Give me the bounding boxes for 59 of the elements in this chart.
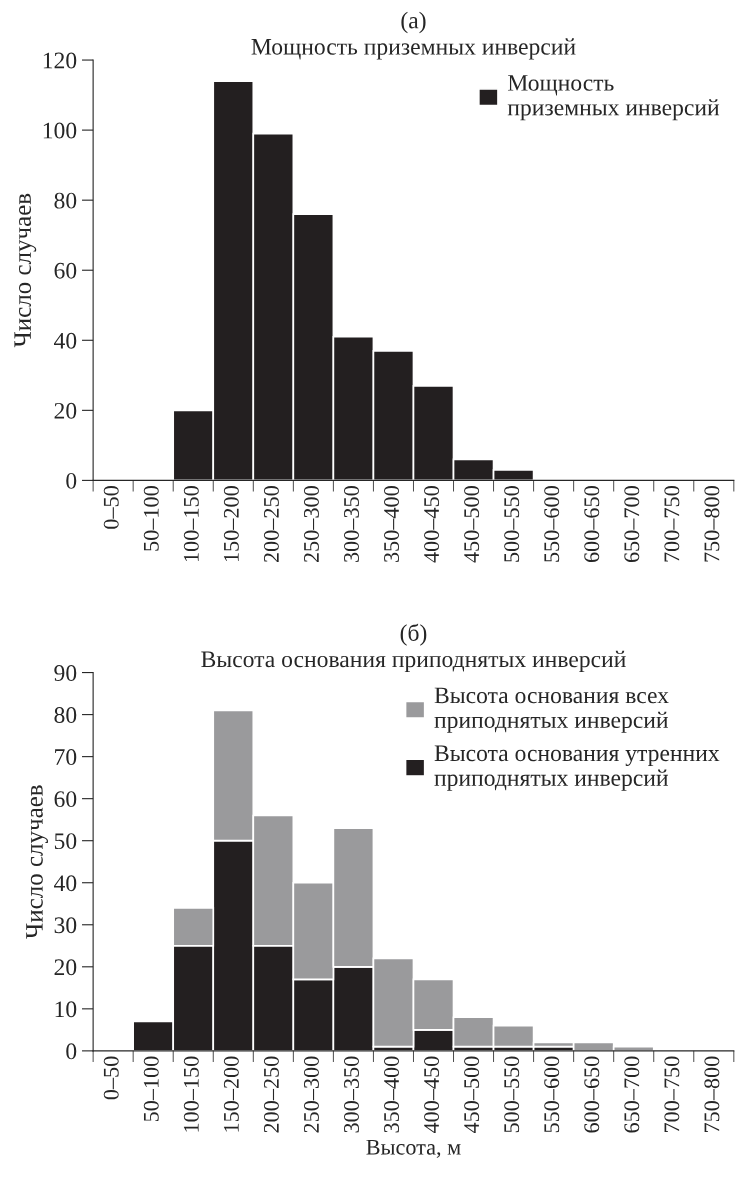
x-tick-label: 650–700 xyxy=(624,486,640,563)
y-tick-label: 20 xyxy=(54,959,77,976)
y-tick-label: 50 xyxy=(54,833,77,850)
x-tick-label: 150–200 xyxy=(223,486,239,562)
x-tick-label: 100–150 xyxy=(183,1056,199,1132)
x-tick-label: 600–650 xyxy=(584,1056,600,1133)
x-tick-label: 250–300 xyxy=(303,1056,319,1133)
x-tick-label: 300–350 xyxy=(343,1056,359,1133)
x-tick-label: 500–550 xyxy=(504,486,520,562)
x-tick-label: 300–350 xyxy=(343,486,359,562)
y-tick-label: 0 xyxy=(66,472,77,489)
y-axis-title: Число случаев xyxy=(14,193,37,348)
x-tick-label: 650–700 xyxy=(624,1056,640,1133)
x-tick-label: 0–50 xyxy=(103,1056,119,1100)
y-tick-label: 90 xyxy=(54,665,77,681)
x-tick-label: 150–200 xyxy=(223,1056,239,1132)
x-tick-label: 550–600 xyxy=(544,486,560,562)
y-tick-label: 40 xyxy=(54,332,77,349)
y-tick-label: 100 xyxy=(43,122,77,139)
y-tick-label: 40 xyxy=(54,875,77,892)
x-tick-label: 450–500 xyxy=(464,486,480,563)
x-tick-label: 700–750 xyxy=(664,486,680,562)
chart-subtitle: Высота основания приподнятых инверсий xyxy=(201,650,626,673)
x-tick-label: 0–50 xyxy=(103,486,119,529)
x-tick-label: 400–450 xyxy=(424,1056,440,1134)
x-tick-label: 450–500 xyxy=(464,1056,480,1134)
y-tick-label: 30 xyxy=(54,917,77,934)
chart-subtitle: Мощность приземных инверсий xyxy=(251,38,576,60)
x-tick-label: 50–100 xyxy=(143,486,159,551)
x-tick-label: 250–300 xyxy=(303,486,319,563)
x-tick-label: 600–650 xyxy=(584,486,600,563)
y-tick-label: 70 xyxy=(55,749,77,766)
x-tick-label: 50–100 xyxy=(143,1056,159,1122)
x-tick-label: 750–800 xyxy=(704,1056,720,1133)
y-axis-title: Число случаев xyxy=(26,785,48,939)
y-tick-label: 80 xyxy=(54,192,77,209)
y-tick-label: 60 xyxy=(54,791,77,808)
x-tick-label: 350–400 xyxy=(384,486,400,562)
y-tick-label: 120 xyxy=(43,52,77,69)
x-tick-label: 750–800 xyxy=(704,486,720,562)
legend-label: Высота основания утренних приподнятых инверсий xyxy=(434,745,720,791)
x-tick-label: 550–600 xyxy=(544,1056,560,1133)
x-tick-label: 200–250 xyxy=(263,486,279,563)
x-tick-label: 350–400 xyxy=(384,1056,400,1133)
chart-title: (a) xyxy=(401,11,426,34)
legend-label: Высота основания всех приподнятых инверсий xyxy=(434,687,669,733)
y-tick-label: 0 xyxy=(66,1043,77,1060)
y-tick-label: 80 xyxy=(54,707,77,724)
x-tick-label: 700–750 xyxy=(664,1056,680,1133)
y-tick-label: 10 xyxy=(55,1001,77,1018)
legend-label: Мощность приземных инверсий xyxy=(507,75,720,121)
x-tick-label: 400–450 xyxy=(424,486,440,563)
chart-title: (б) xyxy=(400,623,427,646)
x-axis-title: Высота, м xyxy=(366,1139,461,1158)
y-tick-label: 20 xyxy=(54,402,77,419)
x-tick-label: 100–150 xyxy=(183,486,199,562)
y-tick-label: 60 xyxy=(54,262,77,279)
x-tick-label: 500–550 xyxy=(504,1056,520,1133)
x-tick-label: 200–250 xyxy=(263,1056,279,1133)
